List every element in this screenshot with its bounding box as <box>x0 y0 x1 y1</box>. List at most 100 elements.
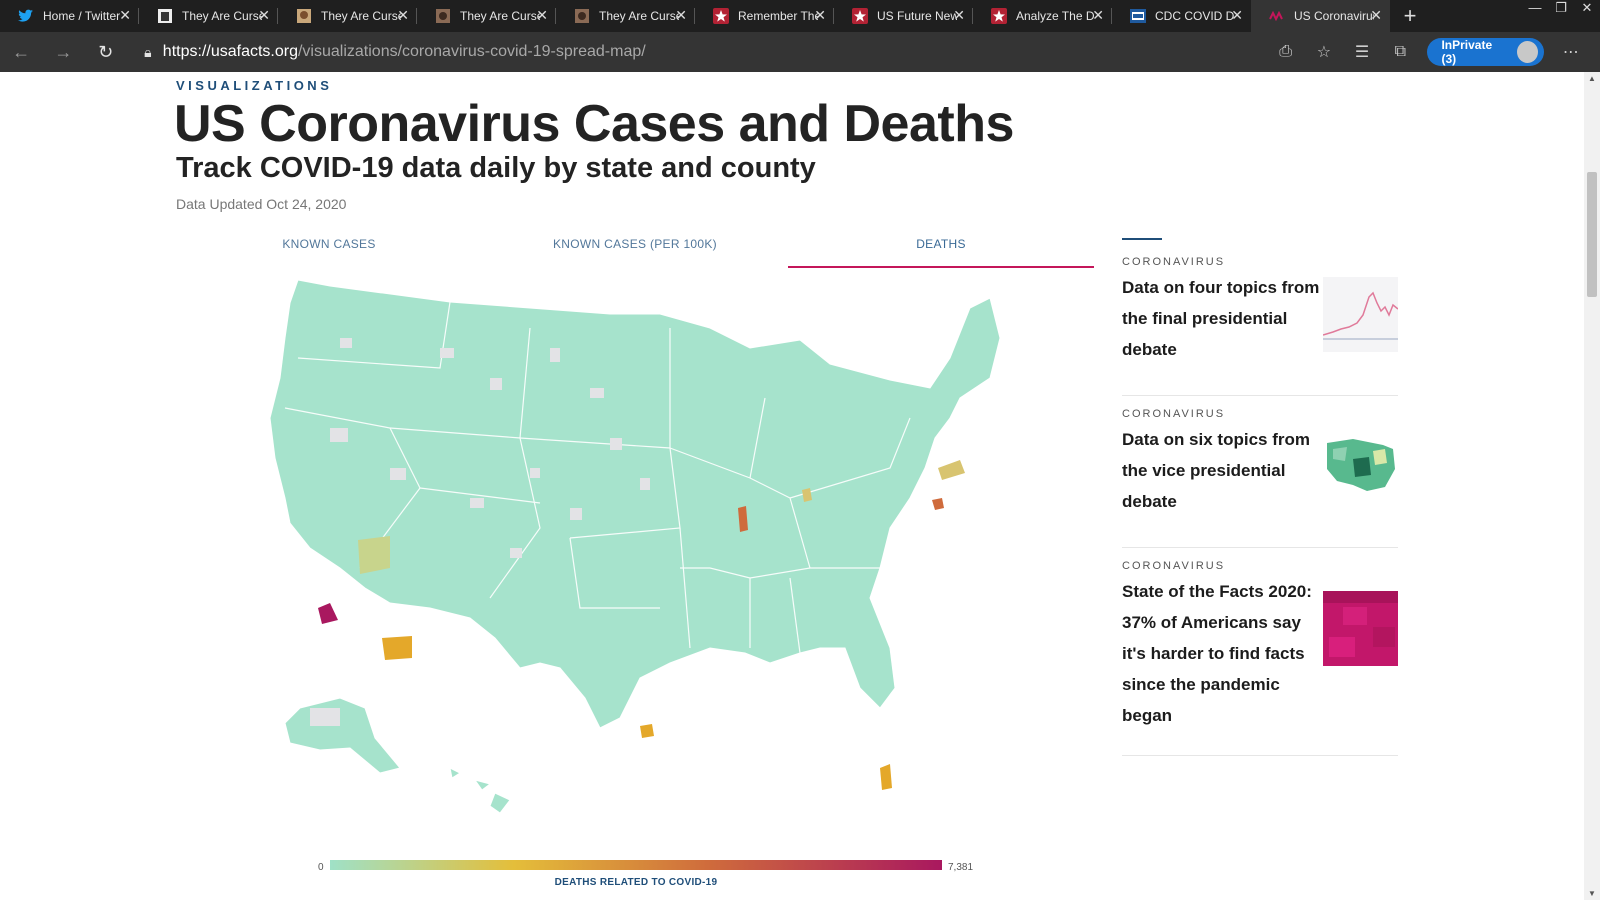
close-icon[interactable]: ✕ <box>1092 7 1104 23</box>
sidebar-article[interactable]: CORONAVIRUS Data on four topics from the… <box>1122 256 1398 396</box>
close-icon[interactable]: ✕ <box>675 7 687 23</box>
browser-tab[interactable]: Analyze The D ✕ <box>973 0 1112 32</box>
article-kicker[interactable]: CORONAVIRUS <box>1122 408 1226 420</box>
forward-button[interactable]: → <box>42 32 84 72</box>
close-icon[interactable]: ✕ <box>1231 7 1243 23</box>
close-icon[interactable]: ✕ <box>1370 7 1382 23</box>
refresh-button[interactable]: ↻ <box>85 32 127 72</box>
new-tab-button[interactable]: + <box>1403 3 1417 28</box>
browser-tab[interactable]: CDC COVID D ✕ <box>1112 0 1251 32</box>
magenta-grid-thumbnail[interactable] <box>1323 591 1398 666</box>
tab-title: US Future News <box>877 9 957 23</box>
data-updated-text: Data Updated Oct 24, 2020 <box>176 196 347 212</box>
close-icon[interactable]: ✕ <box>536 7 548 23</box>
web-page: VISUALIZATIONS US Coronavirus Cases and … <box>0 72 1584 900</box>
browser-tab[interactable]: Remember The ✕ <box>695 0 834 32</box>
close-icon[interactable]: ✕ <box>119 7 131 23</box>
close-icon[interactable]: ✕ <box>814 7 826 23</box>
image-thumb-icon <box>157 8 173 24</box>
browser-tab[interactable]: They Are Cursed ✕ <box>139 0 278 32</box>
arrow-left-icon: ← <box>12 41 31 62</box>
article-headline[interactable]: Data on six topics from the vice preside… <box>1122 430 1310 511</box>
article-kicker[interactable]: CORONAVIRUS <box>1122 256 1226 268</box>
no-data-counties <box>310 338 650 726</box>
tab-known-cases[interactable]: KNOWN CASES <box>282 237 376 251</box>
refresh-icon: ↻ <box>98 41 114 62</box>
tab-title: CDC COVID D <box>1155 9 1235 23</box>
browser-tab[interactable]: They Are Cursed ✕ <box>556 0 695 32</box>
browser-toolbar: ← → ↻ 🔒︎ https://usafacts.org/visualizat… <box>0 32 1600 72</box>
restore-icon[interactable]: ❐ <box>1555 0 1567 15</box>
sidebar-article[interactable]: CORONAVIRUS Data on six topics from the … <box>1122 408 1398 548</box>
browser-tab[interactable]: They Are Cursed ✕ <box>417 0 556 32</box>
close-icon[interactable]: ✕ <box>953 7 965 23</box>
tab-title: Remember The <box>738 9 818 23</box>
twitter-icon <box>18 8 34 24</box>
star-badge-icon <box>713 8 729 24</box>
article-headline[interactable]: State of the Facts 2020: 37% of American… <box>1122 582 1312 725</box>
scrollbar-thumb[interactable] <box>1587 172 1597 297</box>
lock-icon[interactable]: 🔒︎ <box>144 43 152 60</box>
contiguous-us-shape <box>269 279 1001 729</box>
favorite-star-icon[interactable]: ☆ <box>1316 44 1332 61</box>
inprivate-label: InPrivate (3) <box>1441 38 1493 66</box>
browser-tab[interactable]: US Future News ✕ <box>834 0 973 32</box>
image-thumb-icon <box>574 8 590 24</box>
image-thumb-icon <box>296 8 312 24</box>
scroll-up-icon[interactable]: ▲ <box>1588 74 1596 83</box>
collections-icon[interactable]: ⧉ <box>1394 43 1407 60</box>
line-chart-thumbnail[interactable] <box>1323 277 1398 352</box>
article-kicker[interactable]: CORONAVIRUS <box>1122 560 1226 572</box>
address-bar[interactable]: 🔒︎ https://usafacts.org/visualizations/c… <box>133 37 1267 67</box>
sidebar-article[interactable]: CORONAVIRUS State of the Facts 2020: 37%… <box>1122 560 1398 756</box>
tab-title: They Are Cursed <box>182 9 262 23</box>
read-aloud-icon[interactable]: ⎙ <box>1279 43 1293 60</box>
hawaii-shape <box>449 767 511 814</box>
tab-title: They Are Cursed <box>460 9 540 23</box>
browser-tab[interactable]: Home / Twitter ✕ <box>0 0 139 32</box>
minimize-icon[interactable]: — <box>1528 0 1542 15</box>
back-button[interactable]: ← <box>0 32 42 72</box>
sidebar-accent-line <box>1122 238 1162 240</box>
usafacts-logo-icon <box>1269 8 1285 24</box>
star-badge-icon <box>852 8 868 24</box>
legend-min: 0 <box>318 862 324 873</box>
browser-tab[interactable]: They Are Cursed ✕ <box>278 0 417 32</box>
tab-title: Analyze The D <box>1016 9 1095 23</box>
window-controls: — ❐ ✕ <box>1522 0 1600 24</box>
cdc-logo-icon <box>1130 8 1146 24</box>
alaska-shape <box>284 697 401 774</box>
page-title: US Coronavirus Cases and Deaths <box>174 95 1014 153</box>
inprivate-button[interactable]: InPrivate (3) <box>1427 38 1544 66</box>
section-eyebrow[interactable]: VISUALIZATIONS <box>176 78 333 93</box>
legend-color-bar <box>330 860 942 870</box>
toolbar-icons: ⎙ ☆ ☰ ⧉ InPrivate (3) ⋯ <box>1267 38 1590 66</box>
browser-tab-strip: Home / Twitter ✕ They Are Cursed ✕ They … <box>0 0 1600 32</box>
url-host: https://usafacts.org <box>162 43 298 60</box>
avatar <box>1516 41 1538 63</box>
high-death-counties <box>318 460 965 790</box>
favorites-list-icon[interactable]: ☰ <box>1354 44 1370 61</box>
us-county-deaths-map[interactable] <box>190 268 1070 823</box>
article-headline[interactable]: Data on four topics from the final presi… <box>1122 278 1320 359</box>
tab-known-cases-per-100k[interactable]: KNOWN CASES (PER 100K) <box>553 237 717 251</box>
tab-title: They Are Cursed <box>599 9 679 23</box>
url-path: /visualizations/coronavirus-covid-19-spr… <box>297 43 646 60</box>
star-badge-icon <box>991 8 1007 24</box>
map-tabs: KNOWN CASES KNOWN CASES (PER 100K) DEATH… <box>176 230 1096 268</box>
more-options-icon[interactable]: ⋯ <box>1562 44 1579 61</box>
close-icon[interactable]: ✕ <box>397 7 409 23</box>
tab-title: They Are Cursed <box>321 9 401 23</box>
page-scrollbar[interactable]: ▲ ▼ <box>1584 72 1600 900</box>
browser-tab-active[interactable]: US Coronavirus ✕ <box>1251 0 1390 32</box>
legend-label: DEATHS RELATED TO COVID-19 <box>554 877 718 888</box>
legend-max: 7,381 <box>948 862 974 873</box>
scroll-down-icon[interactable]: ▼ <box>1588 889 1596 898</box>
page-subtitle: Track COVID-19 data daily by state and c… <box>176 152 816 184</box>
tab-deaths[interactable]: DEATHS <box>788 230 1094 268</box>
us-map-thumbnail[interactable] <box>1323 429 1398 504</box>
tab-title: US Coronavirus <box>1294 9 1374 23</box>
close-icon[interactable]: ✕ <box>258 7 270 23</box>
close-window-icon[interactable]: ✕ <box>1581 0 1593 15</box>
tab-title: Home / Twitter <box>43 9 121 23</box>
